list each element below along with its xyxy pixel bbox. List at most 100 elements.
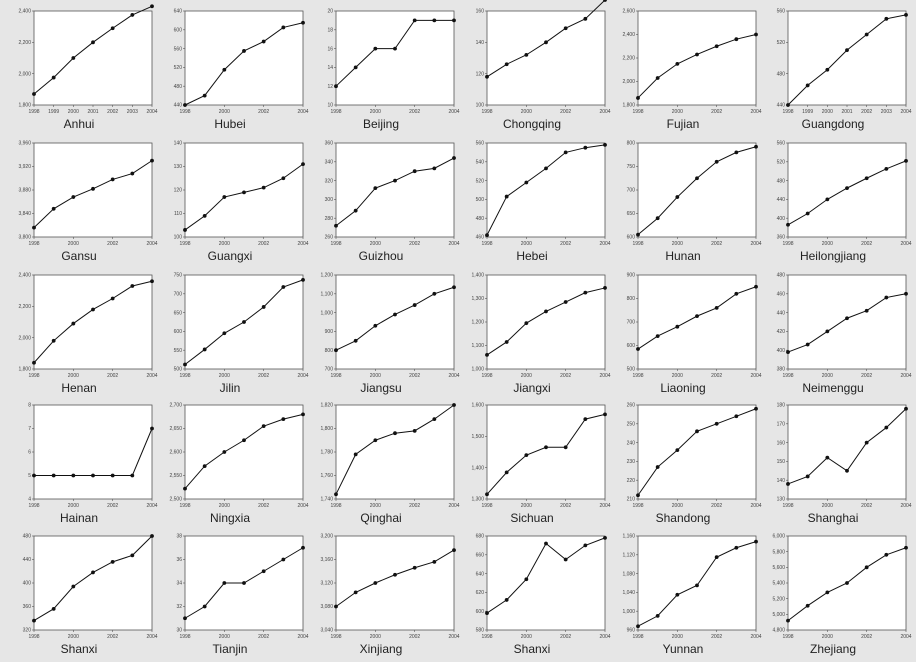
data-point [301, 545, 305, 550]
y-tick-label: 170 [777, 422, 786, 428]
x-tick-label: 2002 [711, 503, 722, 509]
y-tick-label: 2,000 [18, 335, 31, 341]
y-tick-label: 3,120 [320, 581, 333, 587]
data-point [51, 206, 56, 211]
y-tick-label: 2,200 [18, 40, 31, 46]
data-point [202, 604, 207, 609]
x-tick-label: 2002 [560, 373, 571, 379]
data-point [695, 583, 699, 588]
data-point [864, 308, 869, 313]
x-tick-label: 2002 [861, 634, 872, 640]
x-tick-label: 2000 [672, 373, 683, 379]
x-tick-label: 2004 [448, 373, 459, 379]
x-tick-label: 2002 [258, 109, 269, 115]
chart-svg: 1,300 1,400 1,500 1,600 1998 2000 2002 2004 [471, 403, 610, 509]
y-tick-label: 210 [627, 497, 636, 503]
plot-area [637, 142, 757, 238]
data-point [91, 473, 95, 478]
x-tick-label: 2004 [599, 373, 610, 379]
y-tick-label: 600 [627, 343, 636, 349]
chart-title: Henan [61, 381, 97, 395]
x-tick-label: 2002 [258, 503, 269, 509]
x-tick-label: 1998 [782, 634, 793, 640]
x-tick-label: 1998 [28, 109, 39, 115]
y-tick-label: 2,000 [18, 71, 31, 77]
data-point [655, 465, 660, 469]
data-point [51, 473, 56, 478]
y-tick-label: 6,000 [772, 534, 785, 540]
x-tick-label: 2004 [297, 634, 308, 640]
x-tick-label: 2002 [711, 373, 722, 379]
x-tick-label: 2002 [861, 503, 872, 509]
y-tick-label: 750 [174, 273, 183, 279]
y-tick-label: 230 [627, 459, 636, 465]
y-tick-label: 420 [777, 329, 786, 335]
data-point [353, 338, 358, 343]
x-tick-label: 2000 [219, 503, 230, 509]
x-tick-label: 1998 [481, 503, 492, 509]
data-point [734, 414, 739, 419]
chart-title: Shanxi [513, 642, 551, 656]
data-point [825, 67, 830, 72]
x-tick-label: 2000 [822, 241, 833, 247]
plot-area [335, 10, 455, 106]
x-tick-label: 1998 [179, 503, 190, 509]
data-point [261, 39, 266, 44]
data-point [334, 604, 338, 609]
data-point [603, 412, 607, 417]
chart-svg: 360 400 440 480 520 560 1998 2000 2002 2004 [777, 141, 912, 247]
data-point [432, 166, 437, 171]
data-point [636, 96, 640, 100]
y-tick-label: 380 [777, 367, 786, 373]
y-tick-label: 16 [327, 46, 333, 52]
data-point [281, 417, 286, 421]
chart-svg: 3,800 3,840 3,880 3,920 3,960 1998 2000 2002 200… [18, 141, 157, 247]
y-tick-label: 600 [476, 609, 485, 615]
y-tick-label: 1,800 [622, 103, 635, 109]
data-point [754, 284, 758, 289]
data-point [786, 618, 790, 623]
y-tick-label: 560 [777, 141, 786, 147]
x-tick-label: 2004 [900, 503, 911, 509]
data-point [242, 49, 246, 53]
y-tick-label: 900 [325, 329, 334, 335]
data-point [110, 559, 115, 564]
chart-panel: 2,500 2,550 2,600 2,650 2,700 1998 2000 2002 200… [155, 397, 308, 529]
data-point [655, 614, 660, 618]
data-point [222, 581, 227, 585]
y-tick-label: 650 [174, 310, 183, 316]
y-tick-label: 2,600 [169, 450, 182, 456]
data-point [150, 158, 154, 163]
data-point [373, 581, 378, 585]
data-point [452, 548, 456, 552]
x-tick-label: 2000 [219, 373, 230, 379]
y-tick-label: 1,200 [471, 320, 484, 326]
plot-area [486, 10, 606, 106]
y-tick-label: 36 [176, 557, 182, 563]
data-point [754, 539, 758, 544]
x-tick-label: 1998 [330, 109, 341, 115]
data-point [183, 362, 187, 367]
x-tick-label: 2004 [448, 503, 459, 509]
chart-svg: 380 400 420 440 460 480 1998 2000 2002 2004 [777, 273, 912, 379]
chart-panel: 130 140 150 160 170 180 1998 2000 2002 2004 Shangh… [758, 397, 912, 529]
x-tick-label: 2004 [750, 634, 761, 640]
plot-area [486, 142, 606, 238]
data-point [636, 347, 640, 351]
data-point [32, 92, 36, 96]
data-point [544, 445, 548, 450]
data-point [825, 590, 830, 595]
x-tick-label: 1998 [632, 503, 643, 509]
x-tick-label: 1998 [481, 241, 492, 247]
y-tick-label: 5,800 [772, 549, 785, 555]
x-tick-label: 2002 [711, 109, 722, 115]
y-tick-label: 440 [23, 557, 32, 563]
y-tick-label: 120 [476, 71, 485, 77]
y-tick-label: 400 [777, 348, 786, 354]
x-tick-label: 2002 [258, 241, 269, 247]
x-tick-label: 2000 [68, 241, 79, 247]
chart-title: Shanxi [60, 642, 98, 656]
data-point [301, 162, 305, 167]
x-tick-label: 1998 [179, 241, 190, 247]
data-point [32, 618, 36, 623]
